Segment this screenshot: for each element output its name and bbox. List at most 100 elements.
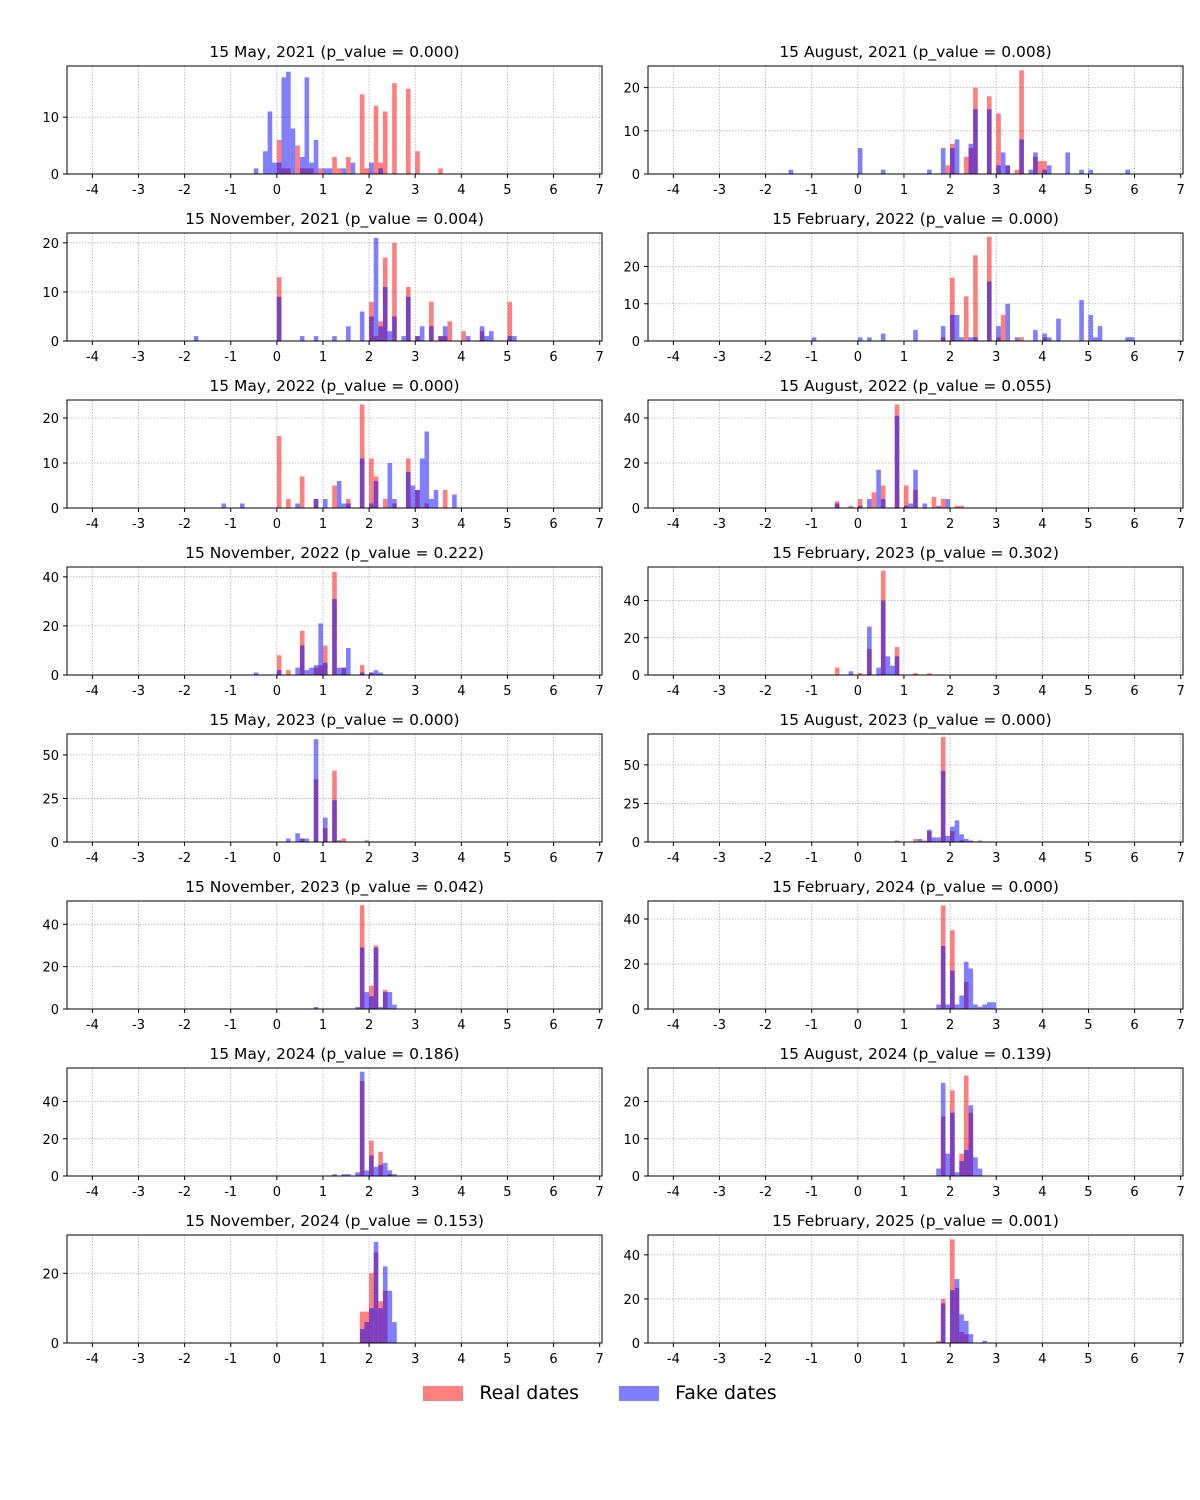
histogram-bar — [369, 1308, 374, 1343]
legend-swatch-fake — [619, 1385, 660, 1401]
x-tick-label: 2 — [365, 1185, 373, 1200]
histogram-bar — [908, 503, 914, 508]
x-tick-label: 2 — [946, 183, 954, 198]
histogram-bar — [973, 109, 978, 174]
x-tick-label: -4 — [667, 851, 680, 866]
histogram-bar — [359, 665, 365, 675]
histogram-bar — [286, 838, 291, 842]
series-fake — [936, 1082, 983, 1176]
panel-title: 15 May, 2021 (p_value = 0.000) — [209, 43, 459, 62]
histogram-bar — [359, 947, 365, 1009]
histogram-bar — [332, 800, 337, 842]
histogram-bar — [963, 1075, 969, 1176]
histogram-bar — [452, 494, 457, 508]
histogram-bar — [341, 1174, 347, 1176]
series-fake — [936, 946, 997, 1009]
y-tick-label: 40 — [42, 918, 59, 933]
histogram-bar — [313, 499, 319, 508]
histogram-bar — [378, 1164, 383, 1176]
x-tick-label: 7 — [1177, 1352, 1185, 1367]
histogram-bar — [996, 113, 1001, 174]
histogram-bar — [382, 1266, 388, 1343]
x-tick-label: 4 — [457, 1018, 465, 1033]
histogram-bar — [322, 817, 328, 842]
histogram-bar — [346, 648, 351, 675]
histogram-bar — [327, 168, 333, 174]
histogram-bar — [332, 598, 337, 675]
histogram-bar — [857, 148, 863, 174]
histogram-bar — [876, 667, 881, 675]
histogram-bar — [950, 1290, 955, 1343]
histogram-bar — [405, 296, 411, 341]
x-tick-label: 1 — [319, 517, 327, 532]
histogram-bar — [968, 143, 974, 174]
x-tick-label: -1 — [805, 517, 818, 532]
x-tick-label: 6 — [1130, 350, 1138, 365]
panel-title: 15 February, 2022 (p_value = 0.000) — [772, 210, 1059, 229]
x-tick-label: 6 — [1130, 1185, 1138, 1200]
histogram-bar — [1033, 329, 1038, 341]
y-tick-label: 40 — [42, 1096, 59, 1111]
histogram-bar — [986, 281, 992, 341]
y-tick-label: 0 — [632, 836, 640, 851]
histogram-panel: 15 February, 2023 (p_value = 0.302) -4 -3 -… — [623, 544, 1184, 699]
x-tick-label: 2 — [946, 684, 954, 699]
histogram-bar — [945, 1004, 951, 1009]
x-tick-label: 2 — [365, 517, 373, 532]
histogram-bar — [894, 840, 900, 842]
series-fake — [221, 431, 457, 508]
histogram-bar — [299, 645, 305, 675]
histogram-bar — [263, 151, 268, 174]
x-tick-label: 0 — [273, 1018, 281, 1033]
histogram-bar — [313, 336, 319, 341]
histogram-bar — [359, 1311, 365, 1343]
histogram-bar — [313, 1006, 319, 1009]
series-fake — [253, 598, 383, 675]
histogram-bar — [968, 1334, 974, 1343]
histogram-bar — [1056, 318, 1061, 341]
histogram-bar — [392, 316, 397, 341]
histogram-bar — [295, 667, 300, 675]
histogram-bar — [871, 492, 877, 508]
histogram-bar — [834, 667, 840, 675]
x-tick-label: -2 — [178, 1018, 191, 1033]
histogram-bar — [1129, 337, 1135, 341]
histogram-bar — [1046, 337, 1052, 341]
histogram-panel: 15 May, 2021 (p_value = 0.000) -4 -3 -2 -1 0 1… — [42, 43, 603, 198]
x-tick-label: 4 — [457, 517, 465, 532]
axes-frame — [66, 1234, 603, 1344]
x-tick-label: -4 — [667, 1352, 680, 1367]
histogram-bar — [341, 667, 347, 675]
series-fake — [940, 1279, 987, 1343]
histogram-bar — [489, 331, 494, 341]
histogram-panel: 15 February, 2022 (p_value = 0.000) -4 -3 -… — [623, 210, 1184, 365]
x-tick-label: -2 — [178, 183, 191, 198]
x-tick-label: 1 — [900, 517, 908, 532]
histogram-bar — [346, 503, 351, 508]
panel-title: 15 May, 2022 (p_value = 0.000) — [209, 377, 459, 396]
histogram-bar — [968, 968, 974, 1009]
x-tick-label: -4 — [86, 350, 99, 365]
x-tick-label: 6 — [1130, 1352, 1138, 1367]
histogram-bar — [341, 838, 347, 842]
axes-frame — [647, 232, 1184, 342]
x-tick-label: 6 — [1130, 851, 1138, 866]
x-tick-label: -3 — [713, 1018, 726, 1033]
x-tick-label: 3 — [411, 1185, 419, 1200]
y-tick-label: 10 — [42, 286, 59, 301]
x-tick-label: -1 — [805, 851, 818, 866]
y-tick-label: 10 — [623, 125, 640, 140]
histogram-bar — [332, 156, 337, 174]
series-real — [834, 404, 964, 508]
histogram-bar — [309, 667, 314, 675]
y-tick-label: 20 — [42, 961, 59, 976]
histogram-bar — [922, 840, 928, 842]
histogram-bar — [369, 162, 374, 174]
x-tick-label: 5 — [1084, 1185, 1092, 1200]
x-tick-label: -2 — [759, 183, 772, 198]
histogram-bar — [369, 503, 374, 508]
x-tick-label: 1 — [319, 1185, 327, 1200]
series-real — [945, 70, 1047, 174]
y-tick-label: 0 — [51, 1337, 59, 1352]
histogram-bar — [193, 336, 199, 341]
